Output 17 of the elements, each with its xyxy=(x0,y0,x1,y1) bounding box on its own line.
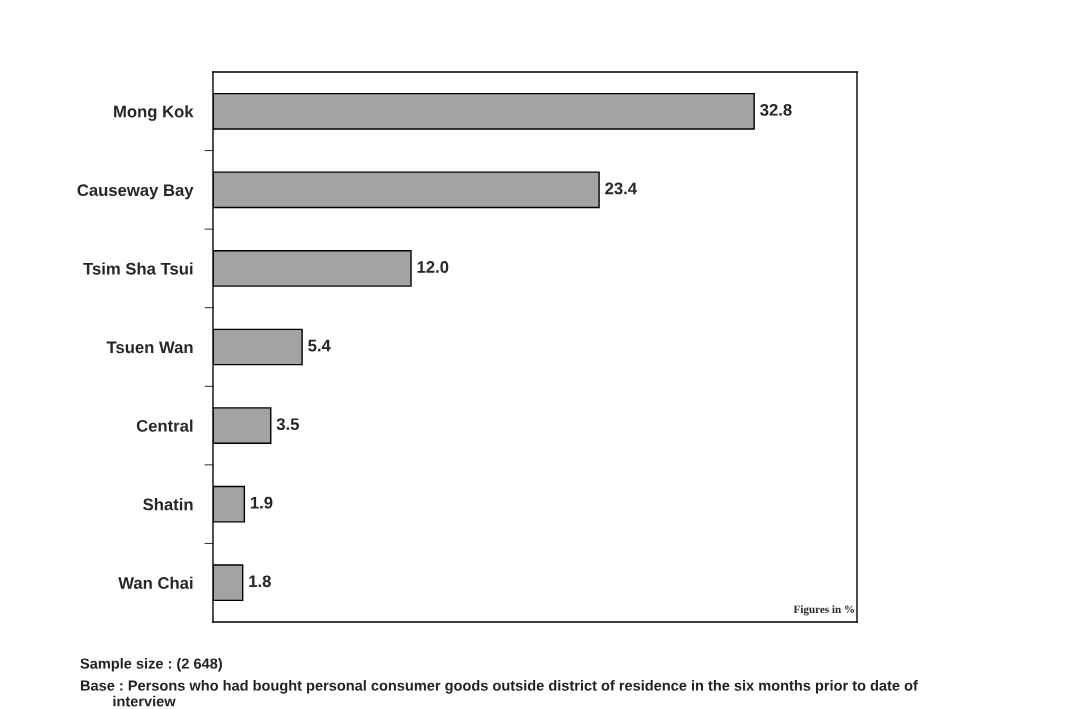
data-label: 1.9 xyxy=(250,496,273,509)
data-label: 32.8 xyxy=(760,103,792,116)
data-label: 12.0 xyxy=(417,261,449,273)
y-tick-label: Tsuen Wan xyxy=(106,341,193,354)
data-label: 5.4 xyxy=(308,339,331,352)
text: Base : Persons who had bought personal consumer goods outside district of residence in the six months prior to date of interview xyxy=(80,680,918,707)
y-tick-label: Wan Chai xyxy=(118,576,193,589)
data-label: 3.5 xyxy=(276,418,300,431)
text: Figures in % xyxy=(793,605,855,616)
text: Sample size : (2 648) xyxy=(80,658,222,672)
data-label: 23.4 xyxy=(605,182,637,195)
y-tick-label: Central xyxy=(136,419,193,432)
y-tick-label: Causeway Bay xyxy=(77,184,194,200)
y-tick-label: Mong Kok xyxy=(114,105,194,121)
y-tick-label: Shatin xyxy=(143,498,193,511)
y-tick-label: Tsim Sha Tsui xyxy=(83,262,193,275)
data-label: 1.8 xyxy=(249,575,271,588)
